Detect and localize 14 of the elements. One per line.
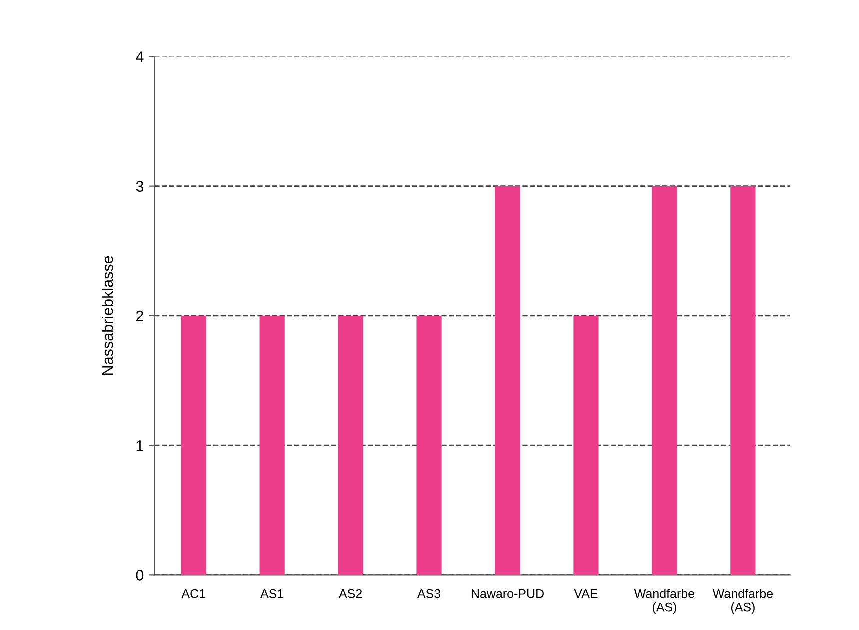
x-tick-label: VAE — [574, 590, 598, 598]
x-tick-label: Wandfarbe (AS) — [712, 589, 773, 614]
x-tick-label: Nawaro-PUD — [472, 590, 544, 598]
x-tick-label: AS1 — [260, 589, 284, 598]
y-axis-title: Nassabriebklasse — [102, 256, 114, 375]
y-tick-label: 4 — [136, 52, 144, 62]
y-tick-label: 2 — [136, 310, 144, 322]
x-tick-label: AC1 — [182, 589, 206, 598]
x-tick-label: AS2 — [339, 589, 362, 598]
x-tick-label: Wandfarbe (AS) — [634, 589, 695, 614]
y-tick-label: 3 — [136, 181, 144, 192]
y-tick-label: 0 — [136, 570, 144, 581]
y-tick-label: 1 — [136, 440, 144, 452]
x-tick-label: AS3 — [418, 589, 441, 598]
